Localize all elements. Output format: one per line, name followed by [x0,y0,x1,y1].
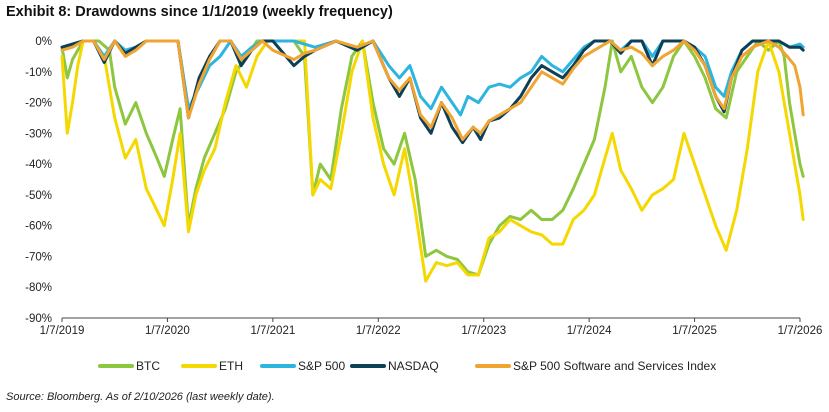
legend-label: ETH [219,359,243,373]
chart-legend: BTC ETH S&P 500 NASDAQ S&P 500 Software and … [98,359,716,373]
chart-series [60,39,805,283]
y-tick-label: -50% [25,190,52,202]
y-tick-label: 0% [35,36,52,48]
y-tick-label: -90% [25,313,52,325]
legend-label: BTC [136,359,160,373]
source-note: Source: Bloomberg. As of 2/10/2026 (last… [6,391,275,403]
y-tick-label: -20% [25,98,52,110]
y-tick-label: -70% [25,251,52,263]
y-tick-label: -80% [25,282,52,294]
x-tick-label: 1/7/2019 [40,325,85,337]
drawdown-chart: 0%-10%-20%-30%-40%-50%-60%-70%-80%-90%1/… [25,36,822,373]
x-tick-label: 1/7/2020 [145,325,190,337]
series-line-nasdaq [60,39,805,145]
legend-label: NASDAQ [388,359,439,373]
series-line-eth [60,39,805,283]
chart-axes: 0%-10%-20%-30%-40%-50%-60%-70%-80%-90%1/… [25,36,822,337]
x-tick-label: 1/7/2025 [672,325,717,337]
x-tick-label: 1/7/2022 [356,325,401,337]
legend-label: S&P 500 Software and Services Index [513,359,716,373]
y-tick-label: -10% [25,67,52,79]
y-tick-label: -30% [25,128,52,140]
x-tick-label: 1/7/2024 [567,325,612,337]
legend-label: S&P 500 [298,359,345,373]
y-tick-label: -60% [25,221,52,233]
series-line-s-p-500-software-and-services-index [60,39,805,141]
chart-title: Exhibit 8: Drawdowns since 1/1/2019 (wee… [6,4,393,20]
y-tick-label: -40% [25,159,52,171]
x-tick-label: 1/7/2023 [461,325,506,337]
x-tick-label: 1/7/2026 [778,325,823,337]
x-tick-label: 1/7/2021 [250,325,295,337]
series-line-btc [60,39,805,277]
